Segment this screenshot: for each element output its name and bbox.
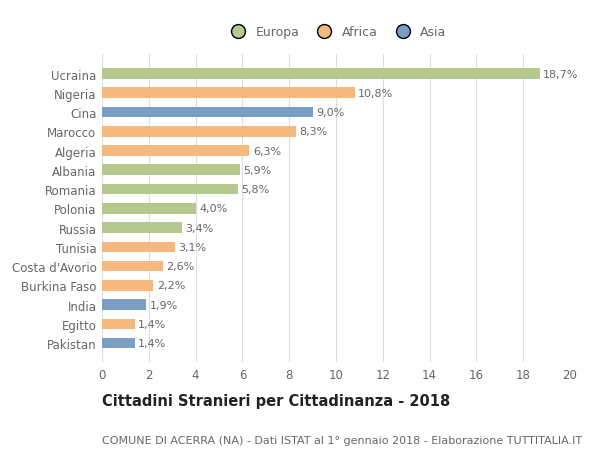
Bar — [102, 280, 154, 291]
Text: 5,9%: 5,9% — [244, 165, 272, 175]
Text: 1,9%: 1,9% — [150, 300, 178, 310]
Bar — [102, 107, 313, 118]
Bar — [102, 69, 539, 79]
Bar — [102, 242, 175, 252]
Text: Cittadini Stranieri per Cittadinanza - 2018: Cittadini Stranieri per Cittadinanza - 2… — [102, 393, 450, 409]
Text: 8,3%: 8,3% — [300, 127, 328, 137]
Bar — [102, 203, 196, 214]
Text: COMUNE DI ACERRA (NA) - Dati ISTAT al 1° gennaio 2018 - Elaborazione TUTTITALIA.: COMUNE DI ACERRA (NA) - Dati ISTAT al 1°… — [102, 435, 582, 445]
Text: 18,7%: 18,7% — [543, 69, 578, 79]
Bar — [102, 88, 355, 99]
Bar — [102, 127, 296, 137]
Bar — [102, 300, 146, 310]
Text: 10,8%: 10,8% — [358, 89, 394, 99]
Text: 1,4%: 1,4% — [138, 319, 167, 329]
Bar — [102, 319, 135, 330]
Bar — [102, 146, 250, 157]
Bar — [102, 223, 182, 233]
Legend: Europa, Africa, Asia: Europa, Africa, Asia — [221, 21, 452, 44]
Text: 5,8%: 5,8% — [241, 185, 269, 195]
Text: 4,0%: 4,0% — [199, 204, 227, 214]
Text: 9,0%: 9,0% — [316, 108, 344, 118]
Bar — [102, 261, 163, 272]
Text: 1,4%: 1,4% — [138, 338, 167, 348]
Bar — [102, 185, 238, 195]
Text: 3,1%: 3,1% — [178, 242, 206, 252]
Text: 2,2%: 2,2% — [157, 281, 185, 291]
Text: 6,3%: 6,3% — [253, 146, 281, 156]
Bar — [102, 338, 135, 349]
Text: 3,4%: 3,4% — [185, 223, 214, 233]
Text: 2,6%: 2,6% — [166, 262, 194, 271]
Bar — [102, 165, 240, 176]
